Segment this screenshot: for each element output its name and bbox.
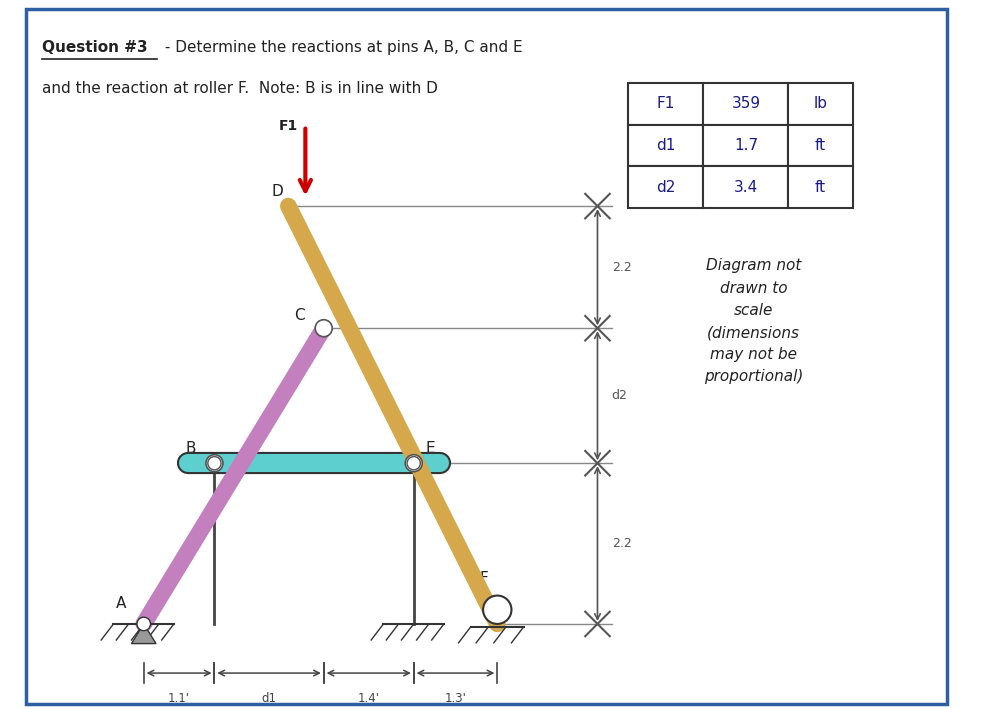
Text: 2.2: 2.2 xyxy=(611,537,631,550)
Bar xyxy=(627,167,703,208)
Text: D: D xyxy=(271,184,283,199)
Circle shape xyxy=(405,454,422,471)
Text: d2: d2 xyxy=(611,389,627,402)
Text: A: A xyxy=(116,596,126,610)
Text: Diagram not
drawn to
scale
(dimensions
may not be
proportional): Diagram not drawn to scale (dimensions m… xyxy=(703,258,803,384)
Text: F: F xyxy=(478,571,487,586)
Bar xyxy=(788,125,852,167)
Text: C: C xyxy=(294,308,305,323)
Text: d1: d1 xyxy=(656,138,674,153)
Circle shape xyxy=(137,617,150,631)
Circle shape xyxy=(482,596,511,624)
Bar xyxy=(788,167,852,208)
Bar xyxy=(788,83,852,125)
Text: Question #3: Question #3 xyxy=(41,40,147,55)
Text: ft: ft xyxy=(814,138,825,153)
Circle shape xyxy=(208,457,221,470)
Bar xyxy=(627,83,703,125)
Text: F1: F1 xyxy=(656,96,674,111)
Bar xyxy=(627,125,703,167)
Text: 1.7: 1.7 xyxy=(734,138,757,153)
Bar xyxy=(703,125,788,167)
Text: 3.4: 3.4 xyxy=(733,179,757,195)
Text: lb: lb xyxy=(812,96,826,111)
Text: E: E xyxy=(425,441,434,456)
Polygon shape xyxy=(131,624,156,644)
Text: F1: F1 xyxy=(279,119,298,133)
Bar xyxy=(703,83,788,125)
Text: 1.4': 1.4' xyxy=(357,692,380,705)
Text: and the reaction at roller F.  Note: B is in line with D: and the reaction at roller F. Note: B is… xyxy=(41,82,437,96)
Text: d1: d1 xyxy=(261,692,276,705)
FancyBboxPatch shape xyxy=(26,9,947,704)
Circle shape xyxy=(206,454,223,471)
Text: 1.3': 1.3' xyxy=(444,692,466,705)
Text: ft: ft xyxy=(814,179,825,195)
Text: 1.1': 1.1' xyxy=(168,692,190,705)
Text: d2: d2 xyxy=(656,179,674,195)
Circle shape xyxy=(406,457,420,470)
Text: B: B xyxy=(184,441,195,456)
Circle shape xyxy=(315,320,332,337)
Text: - Determine the reactions at pins A, B, C and E: - Determine the reactions at pins A, B, … xyxy=(160,40,522,55)
Text: 2.2: 2.2 xyxy=(611,261,631,274)
Bar xyxy=(703,167,788,208)
Text: 359: 359 xyxy=(731,96,759,111)
